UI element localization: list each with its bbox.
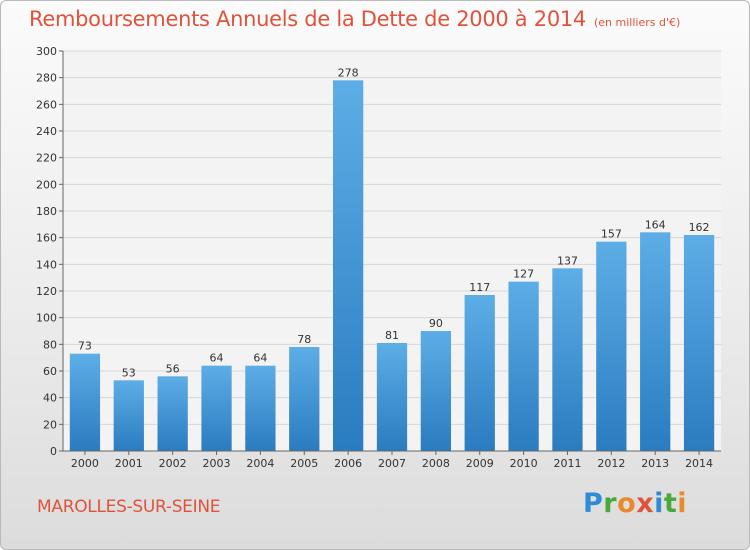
- bar-2008: [420, 331, 452, 451]
- y-tick-label: 240: [36, 125, 57, 138]
- bar-2000: [69, 353, 101, 451]
- bar-2004: [245, 365, 276, 451]
- bar-value-label: 64: [210, 352, 224, 365]
- y-tick-label: 100: [36, 312, 57, 325]
- bar-value-label: 73: [78, 340, 92, 353]
- logo-letter: P: [583, 488, 604, 519]
- y-tick-label: 160: [36, 232, 57, 245]
- x-tick-label: 2013: [641, 457, 669, 470]
- bar-value-label: 278: [338, 66, 359, 79]
- y-tick-label: 40: [43, 392, 57, 405]
- logo-letter: x: [636, 488, 655, 519]
- y-tick-label: 300: [36, 45, 57, 58]
- x-tick-label: 2011: [553, 457, 581, 470]
- axes: [59, 50, 721, 455]
- bar-value-label: 56: [166, 362, 180, 375]
- logo-letter: i: [677, 488, 688, 519]
- bar-value-label: 78: [297, 333, 311, 346]
- y-tick-label: 0: [50, 445, 57, 458]
- y-tick-label: 80: [43, 338, 57, 351]
- x-tick-label: 2012: [597, 457, 625, 470]
- commune-name: MAROLLES-SUR-SEINE: [37, 497, 221, 517]
- x-tick-label: 2002: [159, 457, 187, 470]
- x-tick-label: 2001: [115, 457, 143, 470]
- logo-letter: o: [617, 488, 637, 519]
- bar-value-label: 164: [645, 218, 666, 231]
- bar-value-label: 53: [122, 366, 136, 379]
- bar-2007: [376, 343, 408, 451]
- y-tick-label: 140: [36, 258, 57, 271]
- y-tick-label: 120: [36, 285, 57, 298]
- y-tick-label: 200: [36, 178, 57, 191]
- x-tick-label: 2014: [685, 457, 713, 470]
- bar-2012: [596, 241, 627, 451]
- bars: [69, 80, 715, 451]
- y-tick-label: 20: [43, 418, 57, 431]
- x-tick-label: 2000: [71, 457, 99, 470]
- proxiti-logo: Proxiti: [583, 488, 687, 519]
- x-tick-label: 2006: [334, 457, 362, 470]
- y-tick-label: 260: [36, 98, 57, 111]
- x-tick-label: 2004: [246, 457, 274, 470]
- bar-2006: [332, 80, 364, 451]
- labels: 0 20 40 60 80 100 120 140 160 180 200 220 240 260 280 3…: [36, 45, 713, 470]
- y-tick-label: 280: [36, 72, 57, 85]
- bar-2011: [552, 268, 583, 451]
- bar-2003: [201, 365, 232, 451]
- bar-value-label: 90: [429, 317, 443, 330]
- bar-2013: [640, 232, 671, 451]
- bar-2002: [157, 376, 188, 451]
- bar-value-label: 64: [253, 352, 267, 365]
- bar-value-label: 162: [689, 221, 710, 234]
- chart-title-main: Remboursements Annuels de la Dette de 20…: [29, 7, 586, 31]
- logo-letter: r: [603, 488, 618, 519]
- bar-2001: [113, 380, 144, 451]
- x-tick-label: 2008: [422, 457, 450, 470]
- y-tick-label: 60: [43, 365, 57, 378]
- y-tick-label: 220: [36, 152, 57, 165]
- bar-2009: [464, 295, 495, 451]
- bar-value-label: 157: [601, 228, 622, 241]
- x-tick-label: 2005: [290, 457, 318, 470]
- x-tick-label: 2007: [378, 457, 406, 470]
- bar-value-label: 137: [557, 254, 578, 267]
- chart-title-unit: (en milliers d'€): [594, 16, 681, 29]
- bar-2014: [683, 235, 715, 451]
- bar-value-label: 127: [513, 268, 534, 281]
- x-tick-label: 2010: [510, 457, 538, 470]
- x-tick-label: 2003: [203, 457, 231, 470]
- chart-title: Remboursements Annuels de la Dette de 20…: [29, 7, 680, 31]
- x-tick-label: 2009: [466, 457, 494, 470]
- bar-2010: [508, 281, 539, 451]
- y-tick-label: 180: [36, 205, 57, 218]
- logo-letter: t: [663, 488, 678, 519]
- logo-letter: i: [654, 488, 664, 519]
- bar-value-label: 117: [469, 281, 490, 294]
- bar-value-label: 81: [385, 329, 399, 342]
- bar-2005: [289, 347, 320, 451]
